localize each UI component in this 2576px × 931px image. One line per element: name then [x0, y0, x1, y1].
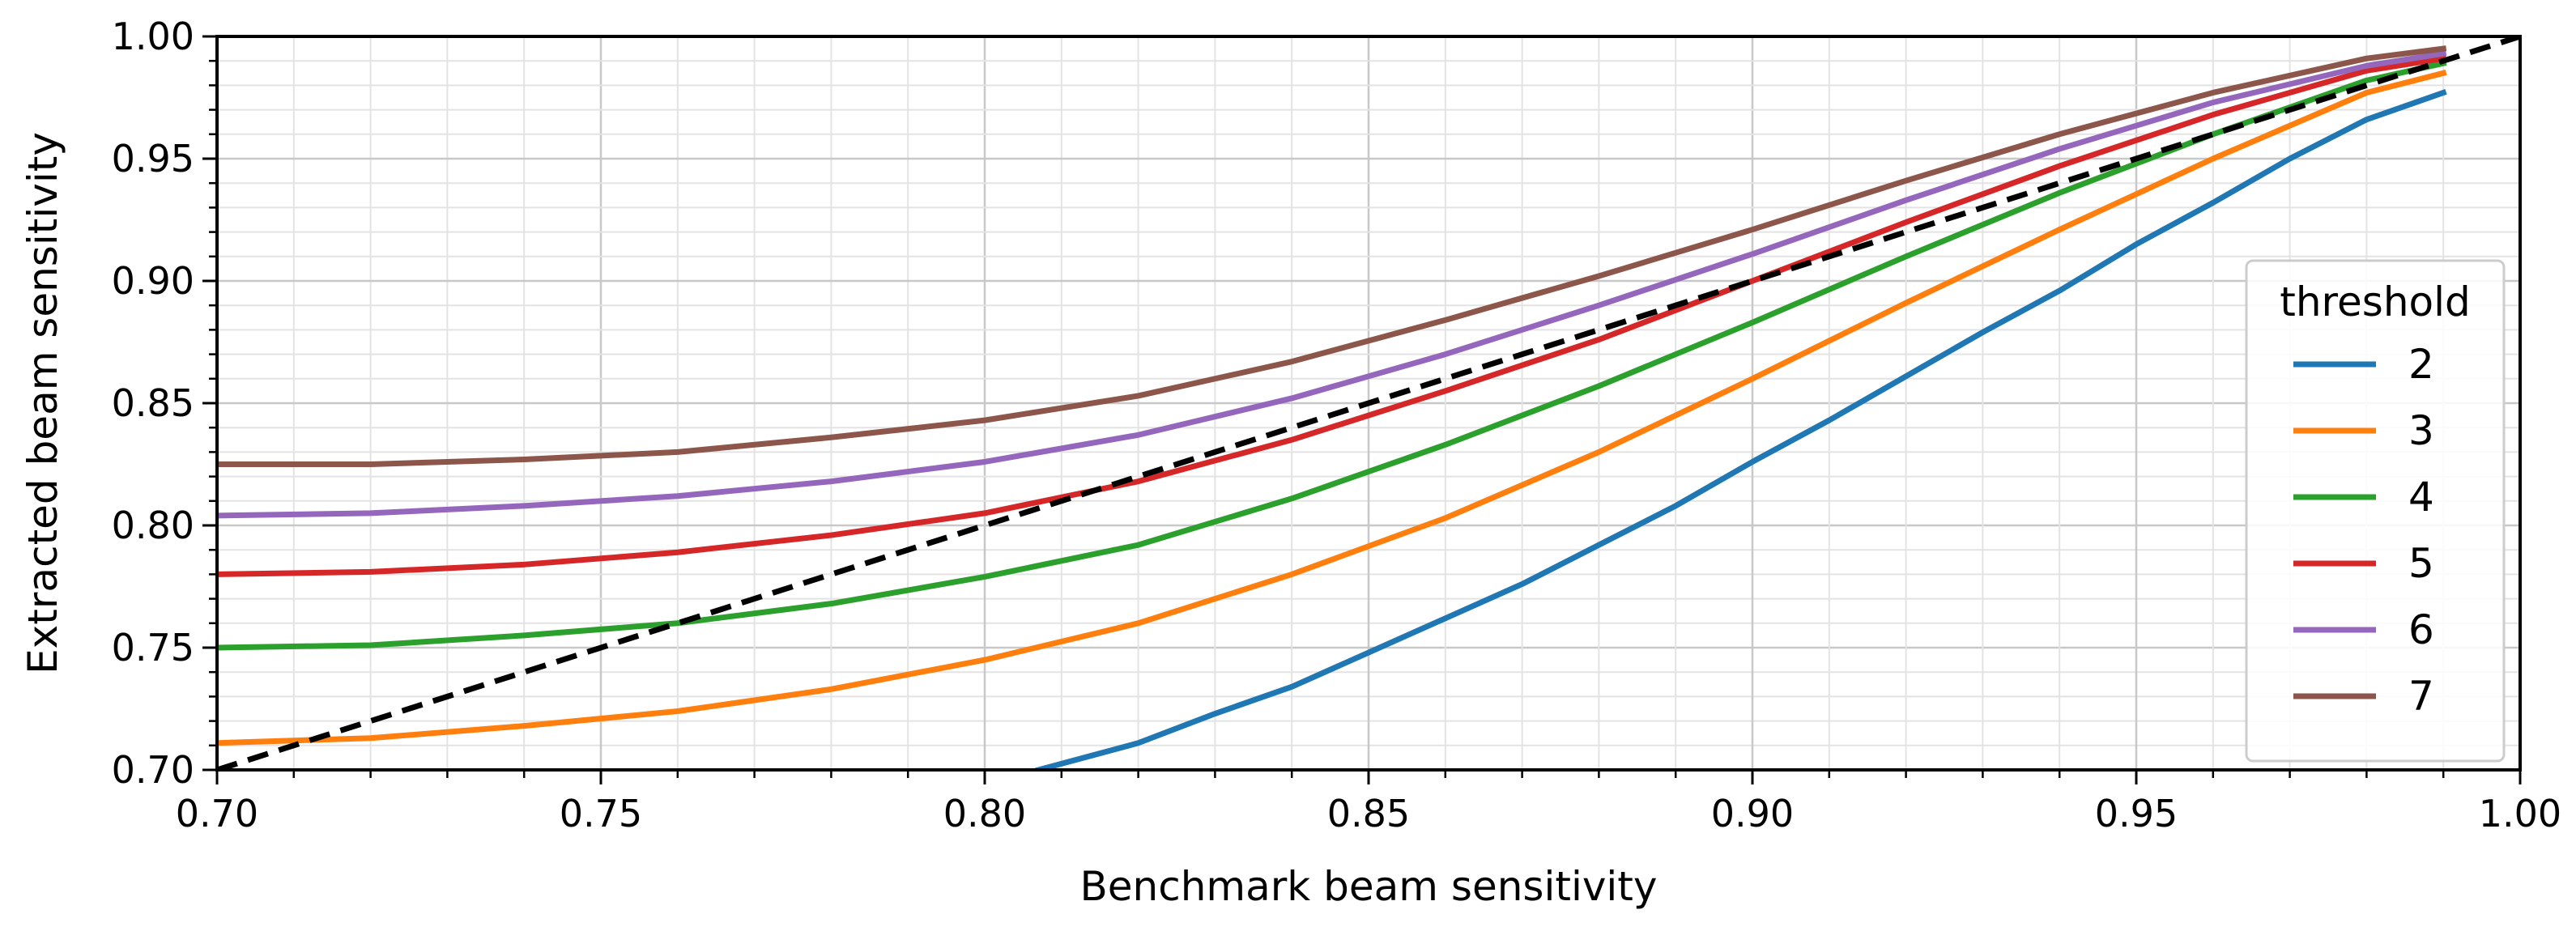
x-tick-label: 0.70 — [176, 792, 258, 835]
legend-label-2: 2 — [2408, 341, 2434, 388]
x-axis-title: Benchmark beam sensitivity — [1079, 863, 1657, 910]
y-tick-label: 0.90 — [112, 259, 194, 303]
y-axis-title: Extracted beam sensitivity — [19, 132, 66, 674]
x-tick-label: 1.00 — [2479, 792, 2561, 835]
legend-label-4: 4 — [2408, 474, 2434, 521]
legend-label-5: 5 — [2408, 540, 2434, 587]
legend-box — [2245, 259, 2506, 763]
series-layer — [217, 36, 2520, 770]
x-tick-label: 0.75 — [560, 792, 642, 835]
y-tick-label: 1.00 — [112, 15, 194, 58]
reference-line — [217, 36, 2520, 770]
x-tick-label: 0.85 — [1327, 792, 1410, 835]
series-line-4 — [217, 60, 2447, 651]
y-tick-label: 0.70 — [112, 748, 194, 792]
series-line-5 — [217, 55, 2447, 577]
series-line-3 — [217, 70, 2447, 746]
series-line-7 — [217, 45, 2447, 467]
series-line-2 — [1035, 88, 2447, 770]
tick-layer: 0.70 0.75 0.80 0.85 0.90 0.95 1.00 0.70 0.75 0.80… — [112, 15, 2562, 835]
x-tick-label: 0.90 — [1711, 792, 1794, 835]
legend-label-6: 6 — [2408, 606, 2434, 653]
y-tick-label: 0.75 — [112, 626, 194, 670]
y-tick-label: 0.85 — [112, 381, 194, 425]
x-tick-label: 0.95 — [2095, 792, 2178, 835]
legend-label-7: 7 — [2408, 673, 2434, 720]
x-tick-label: 0.80 — [943, 792, 1026, 835]
y-tick-label: 0.80 — [112, 504, 194, 547]
legend: threshold 2 3 4 5 6 7 — [2245, 259, 2506, 763]
y-tick-label: 0.95 — [112, 137, 194, 181]
legend-label-3: 3 — [2408, 407, 2434, 454]
legend-title: threshold — [2280, 278, 2470, 325]
series-line-6 — [217, 50, 2447, 519]
